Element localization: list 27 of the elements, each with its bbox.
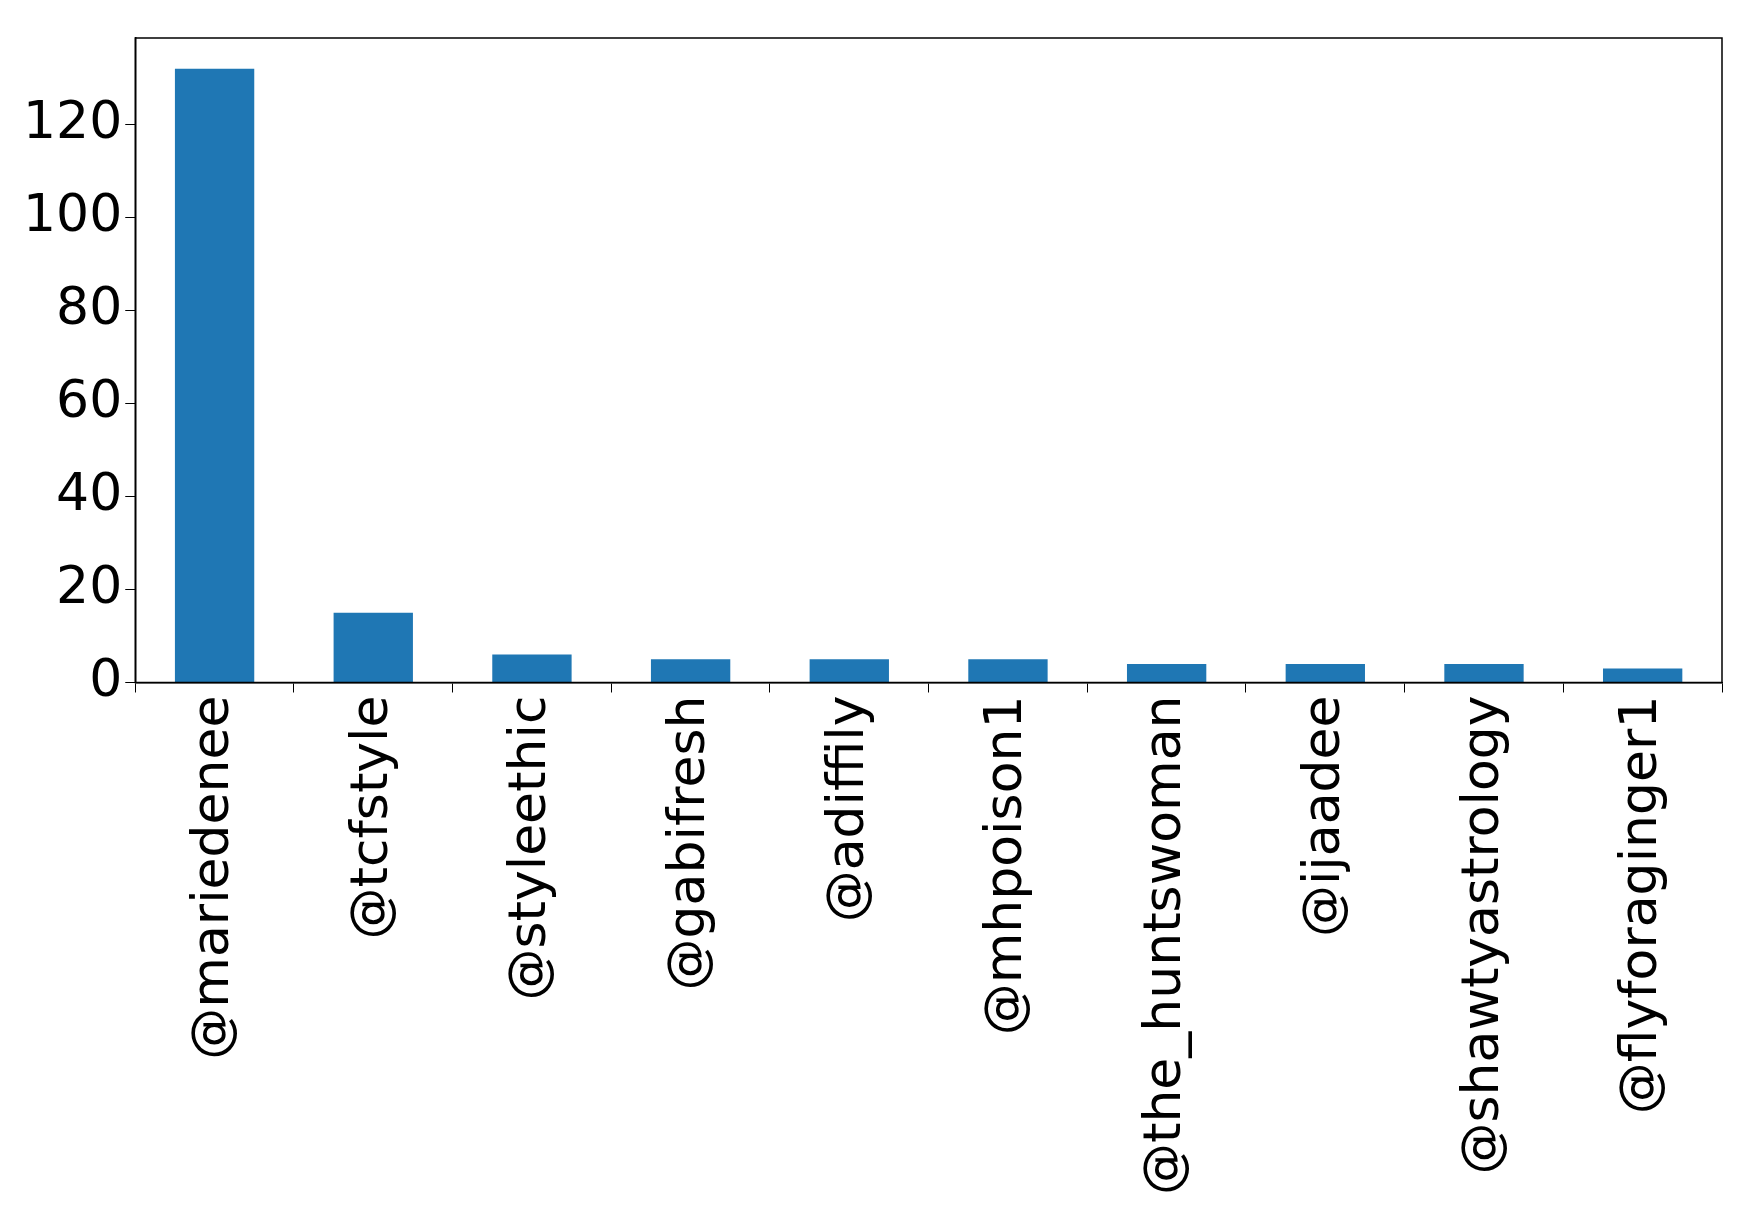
bar [174,68,255,682]
y-tick-label: 40 [56,462,123,523]
y-tick-label: 100 [22,183,123,244]
bar [968,659,1048,682]
x-tick-label: @flyforaginger1 [1608,695,1669,1115]
x-tick-label: @gabifresh [656,695,717,991]
bar [333,612,413,682]
x-tick-label: @mhpoison1 [973,695,1034,1036]
x-tick-label: @ijaadee [1290,695,1351,938]
y-tick-label: 80 [56,276,123,337]
bar [650,659,731,682]
bar [492,654,572,682]
x-tick-label: @tcfstyle [338,695,399,940]
x-tick-label: @the_huntswoman [1132,695,1193,1196]
x-tick-label: @mariedenee [180,695,241,1060]
y-tick-label: 0 [89,648,123,709]
bar [1126,663,1207,682]
bar [1285,663,1365,682]
y-tick-label: 120 [22,90,123,151]
y-tick-label: 60 [56,369,123,430]
bar [1444,663,1524,682]
bar [1602,668,1683,682]
x-tick-label: @styleethic [497,695,558,1001]
bar [809,659,889,682]
y-tick-label: 20 [56,555,123,616]
x-tick-label: @shawtyastrology [1449,695,1510,1175]
x-tick-label: @adiffily [814,695,875,923]
